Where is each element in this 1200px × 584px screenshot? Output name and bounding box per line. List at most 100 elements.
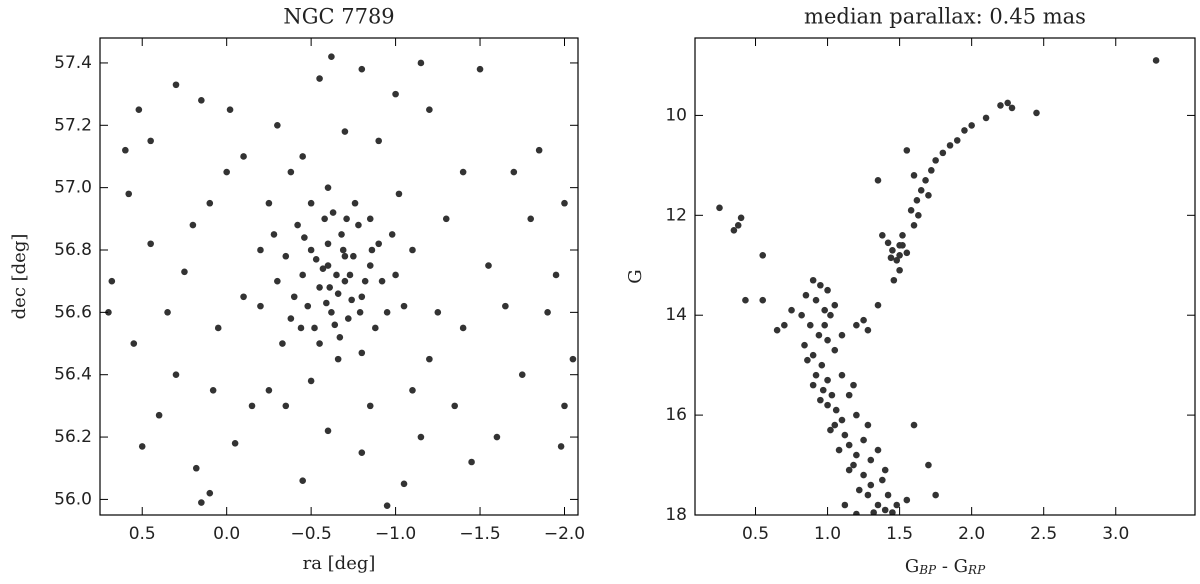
point	[881, 506, 889, 514]
point	[812, 296, 820, 304]
point	[257, 302, 264, 310]
point	[910, 421, 918, 429]
x-tick-label: 0.5	[742, 524, 769, 544]
point	[383, 502, 391, 509]
point	[279, 340, 286, 347]
point	[853, 510, 860, 515]
point	[831, 301, 839, 309]
point	[824, 401, 831, 409]
point	[853, 451, 860, 459]
point	[915, 212, 922, 219]
point	[350, 252, 357, 260]
point	[759, 296, 767, 304]
point	[297, 324, 305, 332]
point	[845, 466, 853, 474]
point	[896, 266, 903, 274]
point	[400, 302, 408, 310]
point	[248, 402, 256, 410]
point	[821, 321, 828, 329]
point	[339, 246, 347, 254]
point	[827, 311, 834, 319]
point	[802, 291, 810, 299]
point	[231, 439, 239, 447]
point	[890, 276, 898, 284]
point	[351, 199, 359, 207]
point	[997, 102, 1004, 109]
point	[845, 441, 853, 449]
point	[358, 293, 366, 301]
point	[845, 391, 853, 399]
point	[426, 106, 433, 114]
x-axis-label: GBP - GRP	[905, 556, 986, 577]
point	[817, 281, 824, 289]
point	[853, 321, 860, 329]
point	[122, 146, 129, 154]
point	[815, 331, 823, 339]
point	[874, 501, 882, 509]
point	[372, 324, 379, 332]
point	[299, 271, 306, 279]
point	[311, 324, 318, 332]
point	[378, 277, 386, 285]
point	[798, 311, 805, 319]
point	[812, 371, 820, 379]
point	[968, 122, 975, 129]
point	[355, 221, 362, 229]
point	[417, 433, 425, 441]
point	[172, 81, 180, 89]
point	[274, 277, 281, 285]
point	[903, 496, 911, 504]
point	[928, 167, 935, 174]
point	[818, 361, 826, 369]
point	[788, 306, 795, 314]
point	[459, 168, 467, 176]
point	[270, 231, 278, 238]
point	[932, 491, 939, 499]
x-tick-label: −1.0	[375, 524, 416, 544]
point	[375, 240, 382, 248]
x-tick-label: 1.0	[814, 524, 841, 544]
point	[1008, 104, 1016, 112]
point	[451, 402, 458, 410]
point	[312, 256, 320, 263]
point	[835, 446, 843, 454]
point	[392, 271, 399, 279]
point	[323, 299, 330, 307]
x-tick-label: 0.0	[213, 524, 240, 544]
point	[209, 386, 217, 394]
point	[368, 246, 376, 254]
point	[348, 296, 355, 304]
point	[316, 340, 323, 347]
point	[366, 262, 374, 269]
point	[392, 90, 399, 98]
point	[147, 240, 154, 248]
point	[1152, 57, 1160, 64]
point	[328, 53, 335, 61]
point	[240, 293, 247, 301]
point	[316, 75, 323, 82]
x-tick-label: −1.5	[459, 524, 500, 544]
point	[344, 315, 352, 322]
y-axis-label: G	[625, 269, 646, 283]
point	[860, 316, 867, 324]
point	[860, 436, 867, 444]
y-tick-label: 12	[665, 205, 687, 225]
point	[214, 324, 222, 332]
point	[946, 142, 954, 149]
point	[147, 137, 154, 145]
point	[192, 464, 200, 472]
point	[361, 277, 369, 285]
y-tick-label: 56.8	[54, 240, 92, 260]
point	[366, 215, 374, 223]
point	[881, 466, 889, 474]
point	[884, 239, 892, 247]
point	[307, 199, 315, 207]
point	[910, 172, 918, 179]
x-tick-label: 2.5	[1030, 524, 1057, 544]
y-tick-label: 56.6	[54, 302, 92, 322]
point	[356, 309, 364, 316]
point	[889, 509, 896, 515]
point	[824, 336, 831, 344]
point	[832, 406, 840, 414]
